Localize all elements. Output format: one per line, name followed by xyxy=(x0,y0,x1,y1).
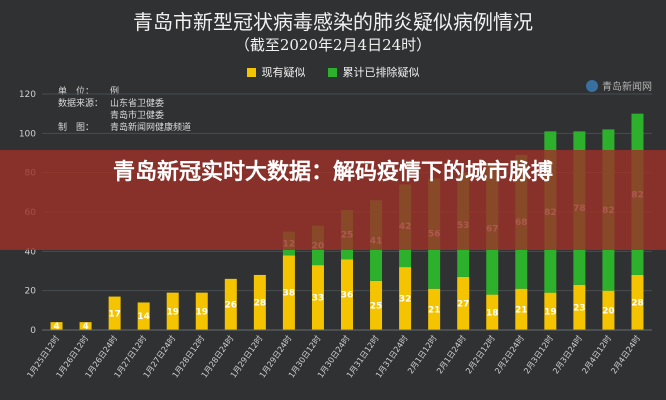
y-tick-label: 40 xyxy=(25,247,37,257)
watermark: 青岛新闻网 xyxy=(586,78,652,93)
y-tick-label: 100 xyxy=(19,129,36,139)
legend-item-current: 现有疑似 xyxy=(246,64,306,80)
data-label-current: 17 xyxy=(108,309,121,319)
info-block: 单 位： 例 数据来源： 山东省卫健委 青岛市卫健委 制 图： 青岛新闻网健康频道 xyxy=(58,86,191,134)
legend-label-excluded: 累计已排除疑似 xyxy=(342,66,420,79)
bar-current xyxy=(370,280,383,330)
info-key: 数据来源： xyxy=(58,99,104,109)
data-label-current: 19 xyxy=(195,307,208,317)
info-row: 数据来源： 山东省卫健委 xyxy=(58,98,191,110)
info-value: 山东省卫健委 xyxy=(110,99,165,109)
chart-title: 青岛市新型冠状病毒感染的肺炎疑似病例情况 xyxy=(133,10,533,34)
bar-current xyxy=(253,274,266,330)
bar-current xyxy=(631,274,644,330)
y-tick-label: 0 xyxy=(30,326,36,336)
bar-current xyxy=(602,290,615,330)
bar-current xyxy=(195,292,208,330)
info-row: 单 位： 例 xyxy=(58,86,191,98)
bar-current xyxy=(457,276,470,330)
bar-current xyxy=(79,322,92,330)
data-label-current: 27 xyxy=(457,299,470,309)
bar-current xyxy=(544,292,557,330)
data-label-current: 28 xyxy=(254,298,267,308)
data-label-current: 28 xyxy=(631,298,644,308)
bar-current xyxy=(573,284,586,330)
bar-current xyxy=(224,278,237,330)
data-label-current: 4 xyxy=(53,322,59,332)
data-label-current: 33 xyxy=(312,294,325,304)
legend-item-excluded: 累计已排除疑似 xyxy=(327,64,420,80)
bar-current xyxy=(166,292,179,330)
bar-current xyxy=(50,322,63,330)
info-key: 单 位： xyxy=(58,87,95,97)
info-value: 青岛市卫健委 xyxy=(110,111,165,121)
bar-current xyxy=(515,288,528,330)
legend: 现有疑似 累计已排除疑似 xyxy=(0,64,666,80)
x-tick-label: 2月2日24时 xyxy=(492,333,526,375)
bar-current xyxy=(137,302,150,330)
info-value: 例 xyxy=(110,87,120,97)
bar-current xyxy=(486,294,499,330)
headline-text: 青岛新冠实时大数据：解码疫情下的城市脉搏 xyxy=(112,160,553,185)
data-label-current: 20 xyxy=(602,306,615,316)
info-key: 制 图： xyxy=(58,123,95,133)
x-tick-label: 2月4日12时 xyxy=(579,333,613,375)
watermark-text: 青岛新闻网 xyxy=(602,82,652,93)
data-label-current: 4 xyxy=(82,322,88,332)
data-label-current: 19 xyxy=(544,307,557,317)
data-label-current: 32 xyxy=(399,295,412,305)
info-row: 制 图： 青岛新闻网健康频道 xyxy=(58,122,191,134)
legend-swatch-excluded xyxy=(327,67,337,77)
x-tick-label: 2月3日12时 xyxy=(521,333,555,375)
x-tick-label: 2月2日12时 xyxy=(463,333,497,375)
data-label-current: 21 xyxy=(428,305,441,315)
data-label-current: 14 xyxy=(137,312,150,322)
watermark-logo-icon xyxy=(586,79,598,92)
x-tick-label: 2月3日24时 xyxy=(550,333,584,375)
data-label-current: 38 xyxy=(283,289,296,299)
data-label-current: 26 xyxy=(225,300,238,310)
data-label-current: 18 xyxy=(486,308,499,318)
x-tick-label: 2月1日12时 xyxy=(405,333,439,375)
y-tick-label: 120 xyxy=(19,90,36,100)
legend-label-current: 现有疑似 xyxy=(261,66,306,79)
bar-current xyxy=(311,265,324,330)
data-label-current: 23 xyxy=(573,303,586,313)
bar-current xyxy=(108,296,121,330)
x-tick-label: 2月1日24时 xyxy=(434,333,468,375)
data-label-current: 19 xyxy=(166,307,179,317)
bar-current xyxy=(399,267,412,330)
info-value: 青岛新闻网健康频道 xyxy=(110,123,192,133)
y-tick-label: 20 xyxy=(25,287,37,297)
x-tick-label: 2月4日24时 xyxy=(608,333,642,375)
info-row: 青岛市卫健委 xyxy=(58,110,191,122)
data-label-current: 25 xyxy=(370,301,383,311)
headline-banner xyxy=(0,150,666,250)
data-label-current: 36 xyxy=(341,291,354,301)
bar-current xyxy=(428,288,441,330)
chart-subtitle: （截至2020年2月4日24时） xyxy=(234,36,432,54)
bar-current xyxy=(341,259,353,330)
bar-current xyxy=(282,255,295,330)
data-label-current: 21 xyxy=(515,305,528,315)
legend-swatch-current xyxy=(246,67,256,77)
